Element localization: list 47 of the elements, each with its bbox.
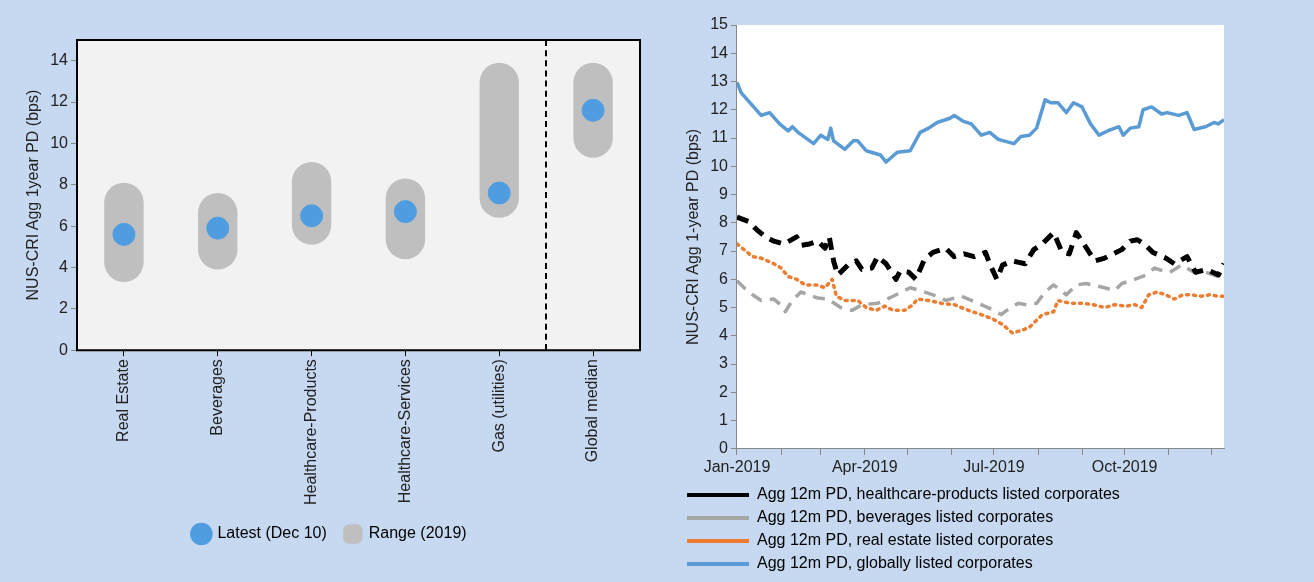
y-tick-label: 4 [719,326,729,344]
y-tick-label: 14 [710,43,729,61]
y-tick-label: 13 [710,71,729,89]
legend-label: Agg 12m PD, healthcare-products listed corporates [757,485,1120,503]
legend-label: Agg 12m PD, beverages listed corporates [757,508,1054,526]
x-tick-label: Jan-2019 [703,457,771,475]
bar [479,62,519,218]
x-tick-label: Real Estate [114,359,132,442]
y-tick-label: 5 [719,297,729,315]
y-tick-label: 15 [710,15,729,33]
x-tick-label: Beverages [208,359,226,436]
y-tick-label: 0 [719,439,729,457]
y-tick-label: 3 [719,354,729,372]
y-tick-label: 11 [711,128,729,146]
y-tick-label: 12 [50,92,69,110]
y-tick-label: 1 [719,410,729,428]
y-tick-label: 9 [719,184,729,202]
y-axis-title: NUS-CRI Agg 1year PD (bps) [24,89,42,301]
y-axis-title: NUS-CRI Agg 1-year PD (bps) [684,128,702,345]
x-tick-label: Oct-2019 [1091,457,1158,475]
point [300,204,324,228]
legend-label: Latest (Dec 10) [217,524,327,542]
y-tick-label: 0 [59,340,69,358]
y-tick-label: 7 [719,241,729,259]
y-tick-label: 4 [59,257,69,275]
y-tick-label: 14 [50,51,69,69]
y-tick-label: 10 [50,133,69,151]
legend-label: Agg 12m PD, real estate listed corporates [757,531,1054,549]
y-tick-label: 2 [59,299,69,317]
line-series [737,242,1224,335]
point [112,222,136,246]
y-tick-label: 12 [710,100,729,118]
y-tick-label: 6 [719,269,729,287]
y-tick-label: 8 [719,213,729,231]
y-tick-label: 10 [710,156,729,174]
x-tick-label: Apr-2019 [831,457,898,475]
x-tick-label: Gas (utilities) [489,359,507,453]
x-tick-label: Healthcare-Services [395,359,413,504]
x-tick-label: Jul-2019 [963,457,1025,475]
point [487,181,511,205]
legend-label: Agg 12m PD, globally listed corporates [757,554,1033,572]
x-tick-label: Healthcare-Products [301,359,319,505]
y-tick-label: 6 [59,216,69,234]
legend-label: Range (2019) [368,524,467,542]
y-tick-label: 2 [719,382,729,400]
y-tick-label: 8 [59,175,69,193]
x-tick-label: Global median [583,359,601,463]
